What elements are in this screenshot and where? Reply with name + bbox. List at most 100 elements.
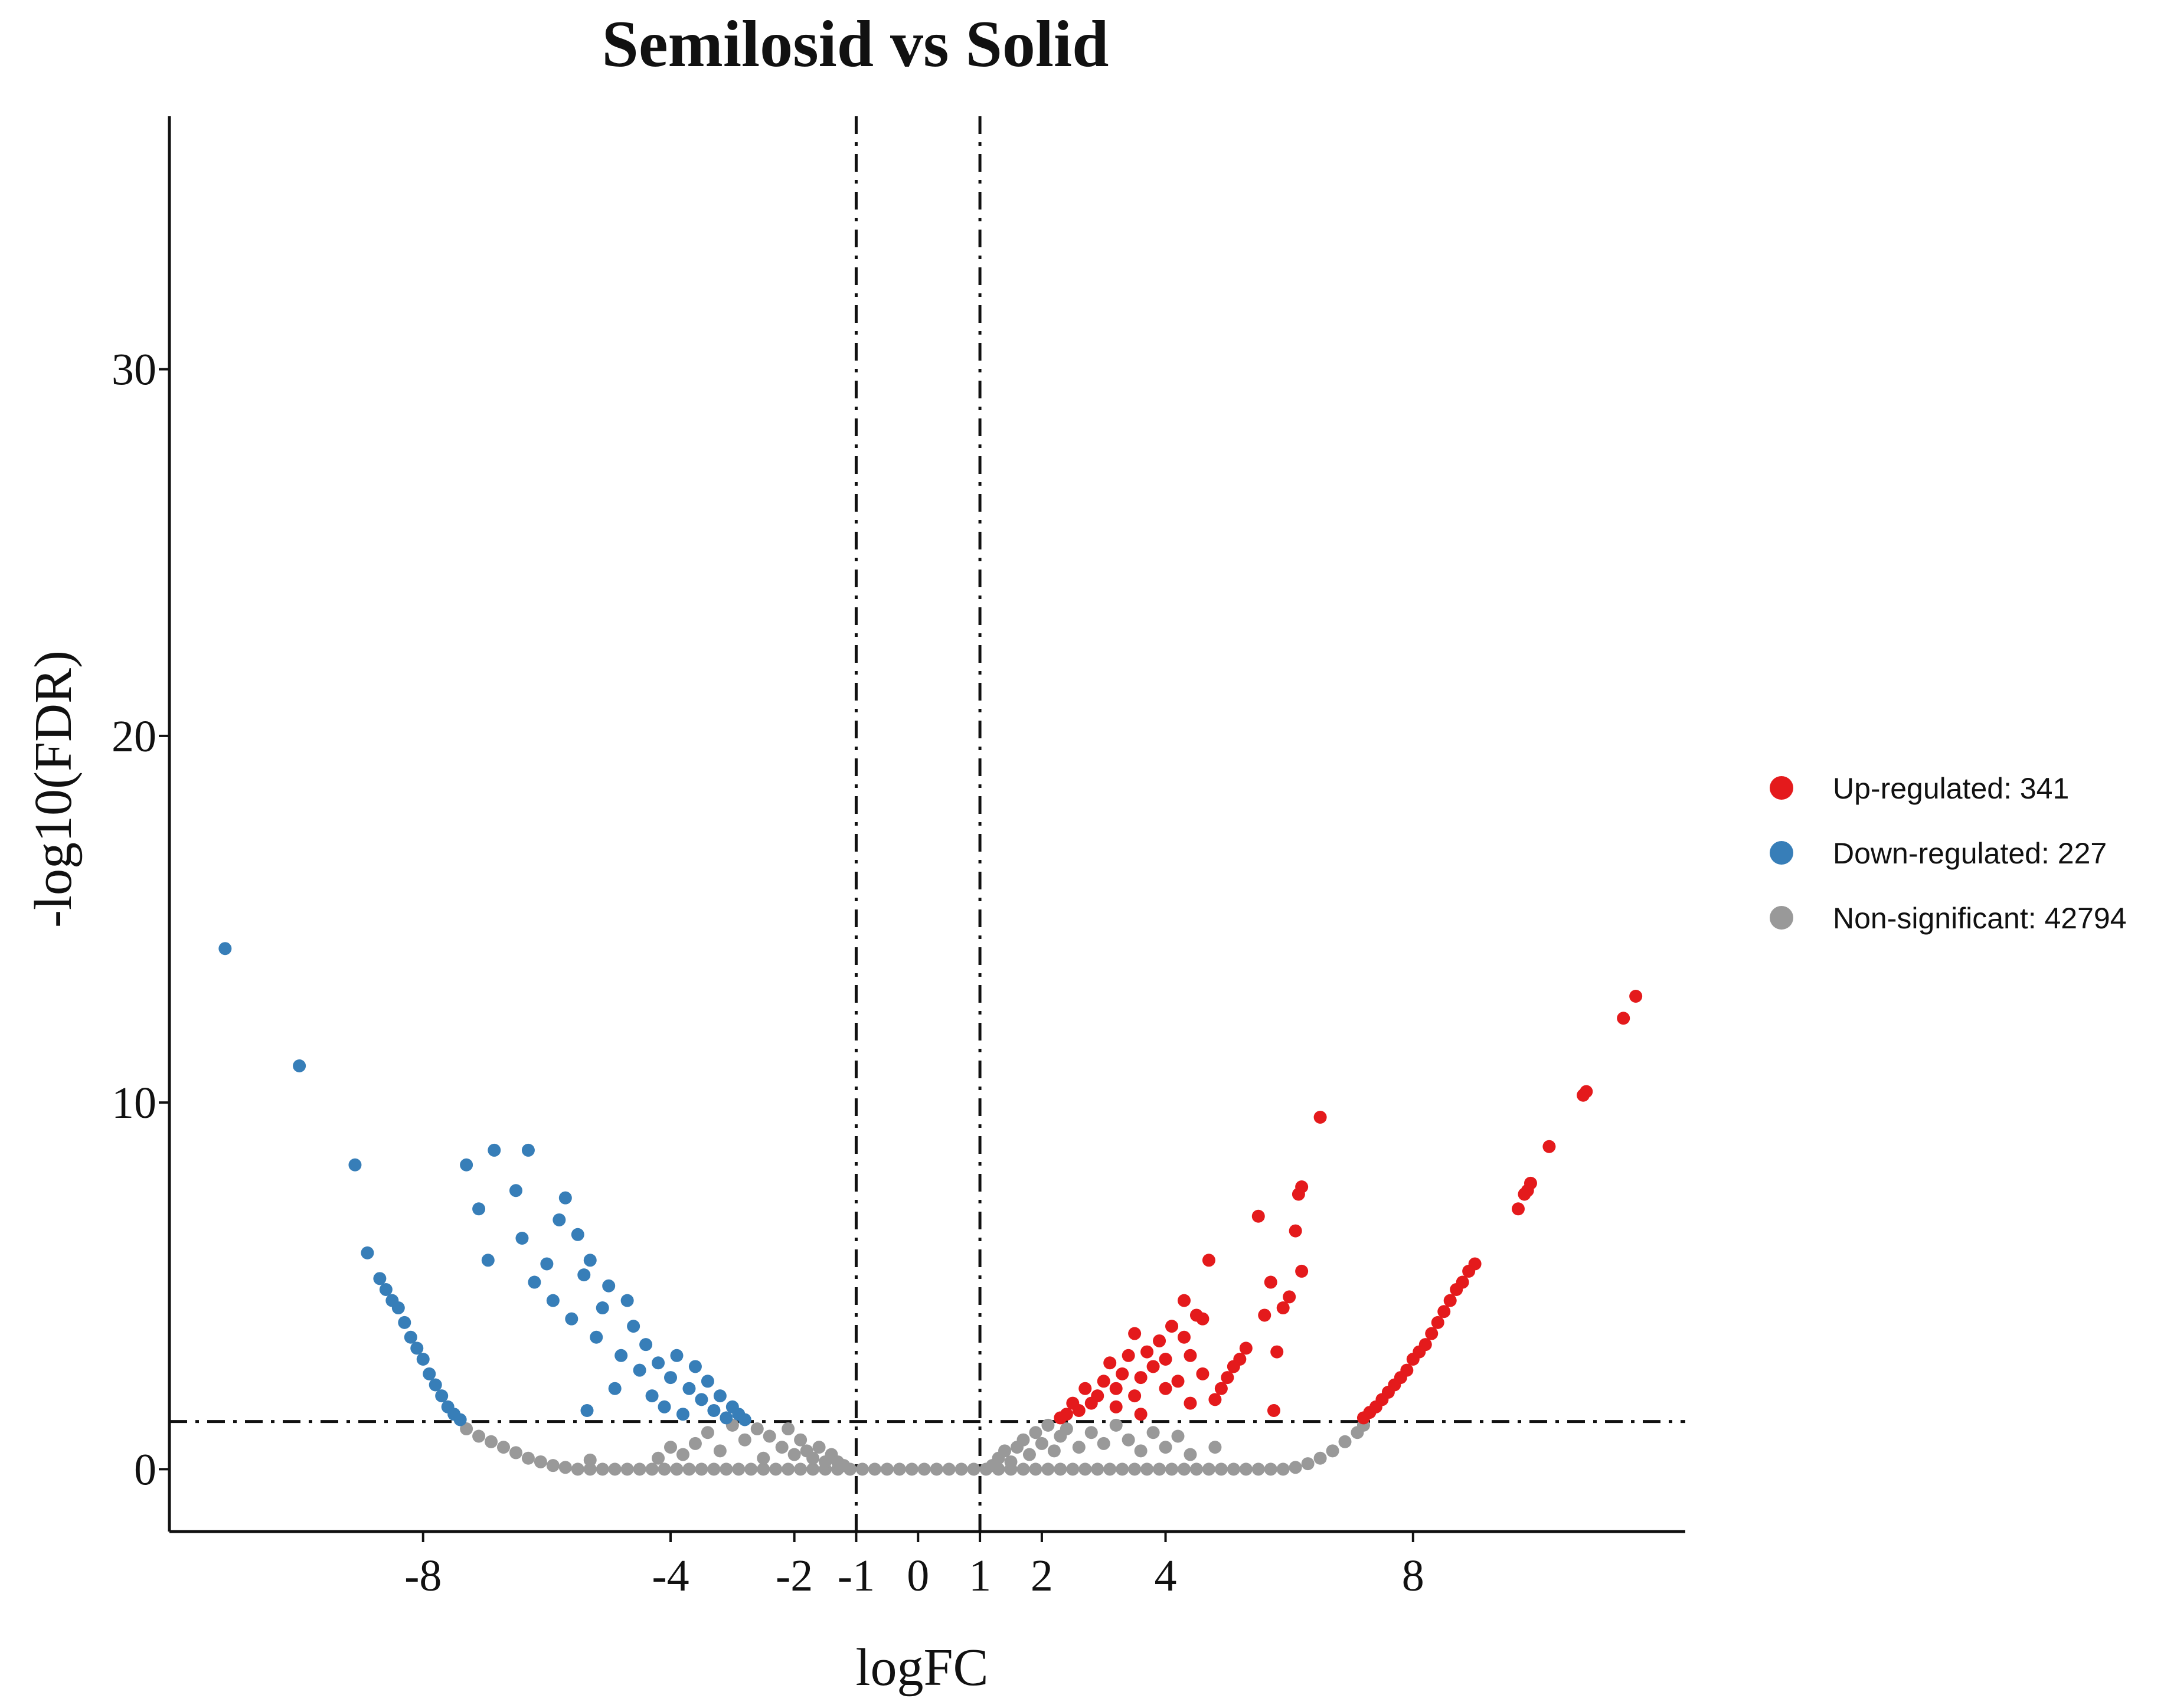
down-regulated-point — [429, 1378, 442, 1392]
up-regulated-point — [1462, 1264, 1476, 1278]
up-regulated-point — [1097, 1375, 1110, 1388]
non-significant-point — [998, 1444, 1012, 1458]
non-significant-point — [658, 1462, 671, 1476]
non-significant-point — [664, 1441, 678, 1454]
non-significant-point — [1091, 1462, 1104, 1476]
non-significant-point — [1029, 1462, 1042, 1476]
up-regulated-point — [1189, 1308, 1203, 1322]
down-regulated-point — [720, 1411, 733, 1425]
non-significant-point — [1227, 1462, 1240, 1476]
non-significant-point — [1084, 1426, 1098, 1439]
non-significant-point — [917, 1462, 931, 1476]
down-regulated-point — [738, 1413, 751, 1426]
non-significant-point — [812, 1441, 826, 1454]
down-regulated-point — [540, 1257, 554, 1271]
down-regulated-point — [565, 1312, 578, 1326]
non-significant-point — [806, 1462, 820, 1476]
non-significant-point — [596, 1462, 609, 1476]
non-significant-point — [1202, 1462, 1215, 1476]
non-significant-point — [608, 1462, 622, 1476]
non-significant-point — [738, 1433, 751, 1447]
down-regulated-point — [488, 1143, 501, 1157]
up-regulated-point — [1289, 1224, 1302, 1238]
non-significant-point — [1097, 1437, 1110, 1450]
non-significant-point — [1128, 1462, 1142, 1476]
x-axis-title: logFC — [855, 1638, 988, 1697]
down-regulated-point — [682, 1382, 696, 1395]
up-regulated-point — [1251, 1209, 1265, 1223]
up-regulated-point — [1283, 1290, 1296, 1304]
down-regulated-point — [515, 1232, 529, 1245]
up-regulated-point — [1267, 1403, 1280, 1417]
non-significant-point — [558, 1461, 572, 1474]
non-significant-point — [893, 1462, 906, 1476]
non-significant-point — [620, 1462, 634, 1476]
non-significant-point — [1035, 1437, 1048, 1450]
up-regulated-point — [1171, 1375, 1185, 1388]
non-significant-point — [1251, 1462, 1265, 1476]
down-regulated-point — [596, 1301, 609, 1315]
down-regulated-point — [373, 1272, 387, 1285]
non-significant-point — [1189, 1462, 1203, 1476]
y-tick-label: 0 — [134, 1445, 156, 1494]
non-significant-point — [787, 1448, 801, 1461]
up-regulated-point — [1292, 1187, 1305, 1201]
down-regulated-point — [218, 942, 232, 956]
up-regulated-point — [1054, 1411, 1067, 1425]
up-regulated-point — [1431, 1316, 1444, 1329]
non-significant-point — [1153, 1462, 1166, 1476]
non-significant-point — [1140, 1462, 1154, 1476]
down-regulated-point — [608, 1382, 622, 1395]
legend-label-non-significant: Non-significant: 42794 — [1833, 902, 2127, 935]
non-significant-point — [682, 1462, 696, 1476]
non-significant-point — [1165, 1462, 1179, 1476]
non-significant-point — [571, 1462, 584, 1476]
x-tick-label: -8 — [404, 1551, 442, 1601]
down-regulated-point — [590, 1330, 603, 1344]
x-tick-label: 8 — [1402, 1551, 1424, 1601]
up-regulated-point — [1103, 1356, 1117, 1370]
up-regulated-point — [1518, 1187, 1531, 1201]
non-significant-point — [967, 1462, 980, 1476]
up-regulated-point — [1443, 1294, 1457, 1307]
down-regulated-point — [633, 1363, 646, 1377]
non-significant-point — [782, 1462, 795, 1476]
down-regulated-point — [583, 1254, 597, 1267]
non-significant-point — [633, 1462, 646, 1476]
down-regulated-point — [481, 1254, 495, 1267]
up-regulated-point — [1208, 1393, 1222, 1406]
legend-label-down-regulated: Down-regulated: 227 — [1833, 837, 2107, 870]
down-regulated-point — [528, 1275, 541, 1289]
non-significant-point — [1289, 1461, 1302, 1474]
up-regulated-point — [1295, 1264, 1309, 1278]
non-significant-point — [1109, 1418, 1123, 1432]
non-significant-point — [546, 1459, 560, 1473]
non-significant-point — [1116, 1462, 1129, 1476]
up-regulated-point — [1177, 1294, 1191, 1307]
chart-title: Semilosid vs Solid — [602, 8, 1109, 81]
non-significant-point — [1208, 1441, 1222, 1454]
legend-marker-up-regulated — [1770, 776, 1793, 800]
non-significant-point — [707, 1462, 721, 1476]
x-axis-ticks: -8 -4 -2 -1 0 1 2 4 8 — [404, 1532, 1424, 1601]
up-regulated-point — [1258, 1308, 1271, 1322]
up-regulated-point — [1109, 1400, 1123, 1413]
non-significant-point — [534, 1455, 547, 1468]
non-significant-point — [713, 1444, 727, 1458]
data-points — [218, 942, 1643, 1476]
up-regulated-point — [1184, 1396, 1197, 1410]
down-regulated-point — [639, 1338, 653, 1352]
non-significant-point — [782, 1422, 795, 1436]
up-regulated-point — [1084, 1396, 1098, 1410]
up-regulated-point — [1425, 1327, 1439, 1340]
up-regulated-point — [1511, 1202, 1525, 1216]
down-regulated-point — [707, 1403, 721, 1417]
down-regulated-point — [410, 1341, 424, 1355]
x-tick-label: 4 — [1155, 1551, 1177, 1601]
up-regulated-point — [1184, 1349, 1197, 1362]
non-significant-point — [1004, 1455, 1018, 1468]
up-regulated-point — [1196, 1367, 1210, 1380]
non-significant-point — [1016, 1462, 1030, 1476]
non-significant-point — [1264, 1462, 1277, 1476]
